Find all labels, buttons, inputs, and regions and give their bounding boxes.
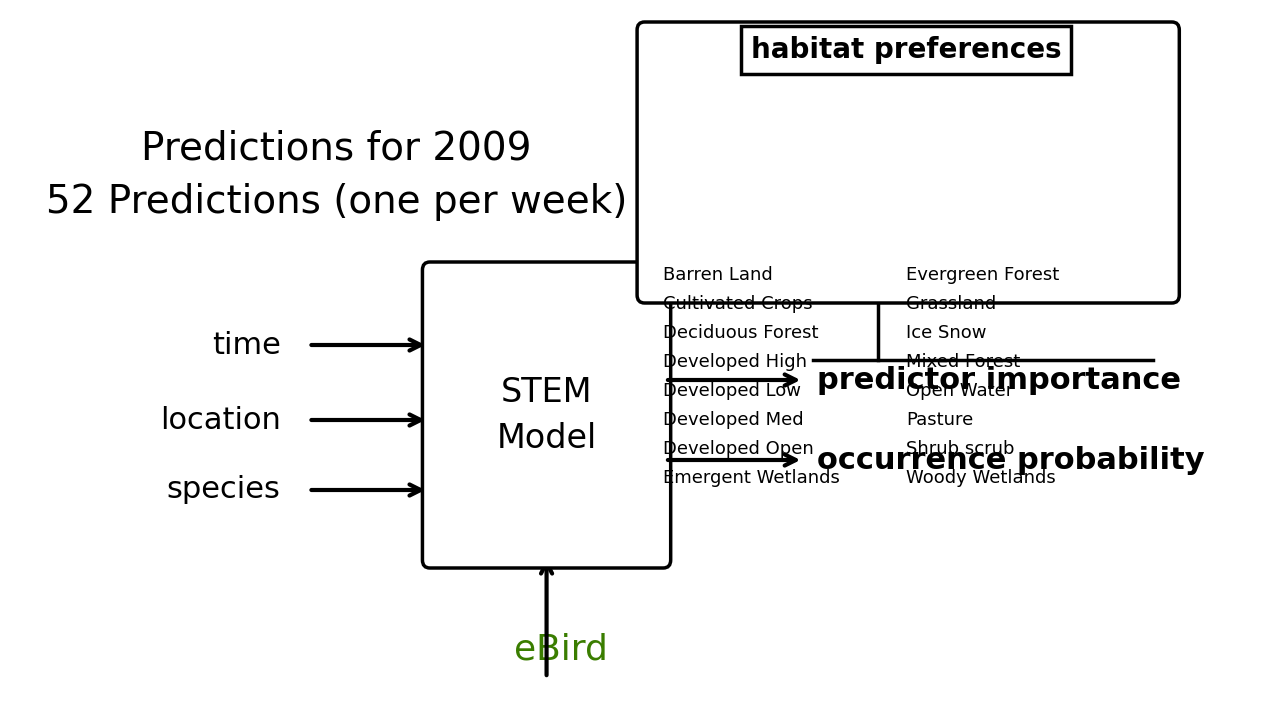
Text: Pasture: Pasture bbox=[906, 411, 973, 429]
Text: Barren Land: Barren Land bbox=[663, 266, 773, 284]
Text: Developed Open: Developed Open bbox=[663, 440, 814, 458]
Text: species: species bbox=[166, 475, 280, 505]
Text: Open Water: Open Water bbox=[906, 382, 1012, 400]
Text: habitat preferences: habitat preferences bbox=[750, 36, 1061, 64]
Text: occurrence probability: occurrence probability bbox=[817, 446, 1204, 474]
Text: predictor importance: predictor importance bbox=[817, 366, 1181, 395]
Text: Mixed Forest: Mixed Forest bbox=[906, 353, 1020, 371]
Text: Emergent Wetlands: Emergent Wetlands bbox=[663, 469, 840, 487]
Text: time: time bbox=[211, 330, 280, 359]
Text: Deciduous Forest: Deciduous Forest bbox=[663, 324, 819, 342]
Text: Woody Wetlands: Woody Wetlands bbox=[906, 469, 1056, 487]
Text: Cultivated Crops: Cultivated Crops bbox=[663, 295, 813, 313]
Text: Evergreen Forest: Evergreen Forest bbox=[906, 266, 1059, 284]
Text: eBird: eBird bbox=[513, 633, 608, 667]
Text: STEM
Model: STEM Model bbox=[497, 376, 596, 454]
Text: Developed High: Developed High bbox=[663, 353, 808, 371]
Text: Developed Low: Developed Low bbox=[663, 382, 801, 400]
Text: Developed Med: Developed Med bbox=[663, 411, 804, 429]
FancyBboxPatch shape bbox=[422, 262, 671, 568]
Text: Ice Snow: Ice Snow bbox=[906, 324, 987, 342]
Text: Shrub scrub: Shrub scrub bbox=[906, 440, 1014, 458]
FancyBboxPatch shape bbox=[637, 22, 1179, 303]
Text: Predictions for 2009
52 Predictions (one per week): Predictions for 2009 52 Predictions (one… bbox=[46, 130, 627, 220]
Text: Grassland: Grassland bbox=[906, 295, 996, 313]
Text: location: location bbox=[160, 405, 280, 434]
